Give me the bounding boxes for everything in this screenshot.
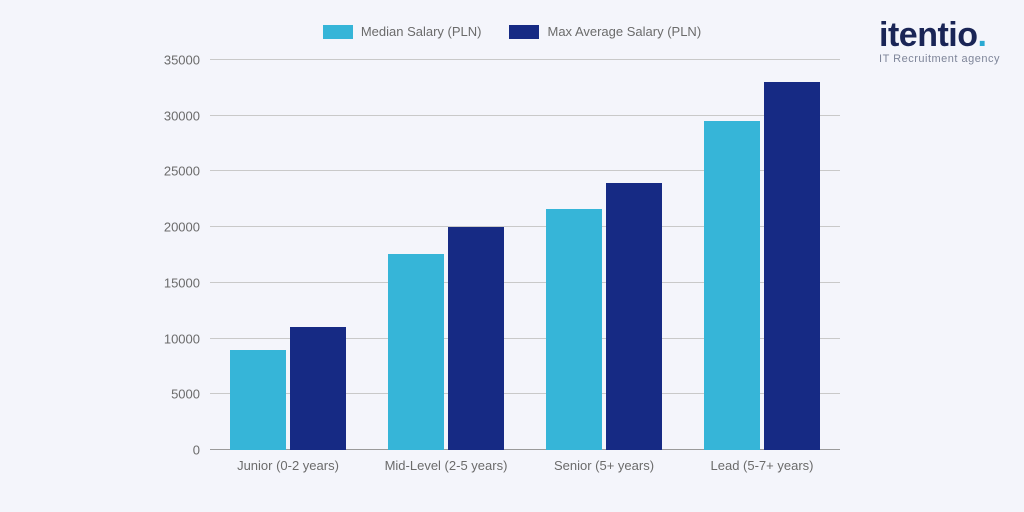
chart-bar xyxy=(448,227,504,450)
y-tick-label: 15000 xyxy=(140,275,200,290)
legend-swatch-max xyxy=(509,25,539,39)
y-tick-label: 20000 xyxy=(140,220,200,235)
legend-item-median: Median Salary (PLN) xyxy=(323,24,482,39)
y-tick-label: 10000 xyxy=(140,331,200,346)
legend-swatch-median xyxy=(323,25,353,39)
y-tick-label: 5000 xyxy=(140,387,200,402)
y-tick-label: 35000 xyxy=(140,53,200,68)
chart-plot-area: 05000100001500020000250003000035000Junio… xyxy=(210,60,840,450)
y-tick-label: 25000 xyxy=(140,164,200,179)
x-tick-label: Lead (5-7+ years) xyxy=(711,458,814,473)
y-tick-label: 0 xyxy=(140,443,200,458)
x-tick-label: Mid-Level (2-5 years) xyxy=(385,458,508,473)
legend-item-max: Max Average Salary (PLN) xyxy=(509,24,701,39)
x-tick-label: Junior (0-2 years) xyxy=(237,458,339,473)
brand-logo-subtitle: IT Recruitment agency xyxy=(879,54,1000,65)
grid-line xyxy=(210,59,840,60)
x-tick-label: Senior (5+ years) xyxy=(554,458,654,473)
grid-line xyxy=(210,115,840,116)
chart-bar xyxy=(388,254,444,450)
chart-bar xyxy=(290,327,346,450)
chart-bar xyxy=(606,183,662,450)
legend-label-median: Median Salary (PLN) xyxy=(361,24,482,39)
y-tick-label: 30000 xyxy=(140,108,200,123)
chart-bar xyxy=(546,209,602,450)
chart-container: itentio. IT Recruitment agency Median Sa… xyxy=(0,0,1024,512)
chart-legend: Median Salary (PLN) Max Average Salary (… xyxy=(0,24,1024,39)
chart-bar xyxy=(704,121,760,450)
chart-bar xyxy=(230,350,286,450)
chart-bar xyxy=(764,82,820,450)
legend-label-max: Max Average Salary (PLN) xyxy=(547,24,701,39)
